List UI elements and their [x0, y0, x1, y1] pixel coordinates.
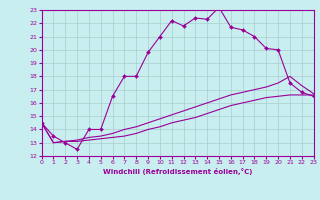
X-axis label: Windchill (Refroidissement éolien,°C): Windchill (Refroidissement éolien,°C): [103, 168, 252, 175]
